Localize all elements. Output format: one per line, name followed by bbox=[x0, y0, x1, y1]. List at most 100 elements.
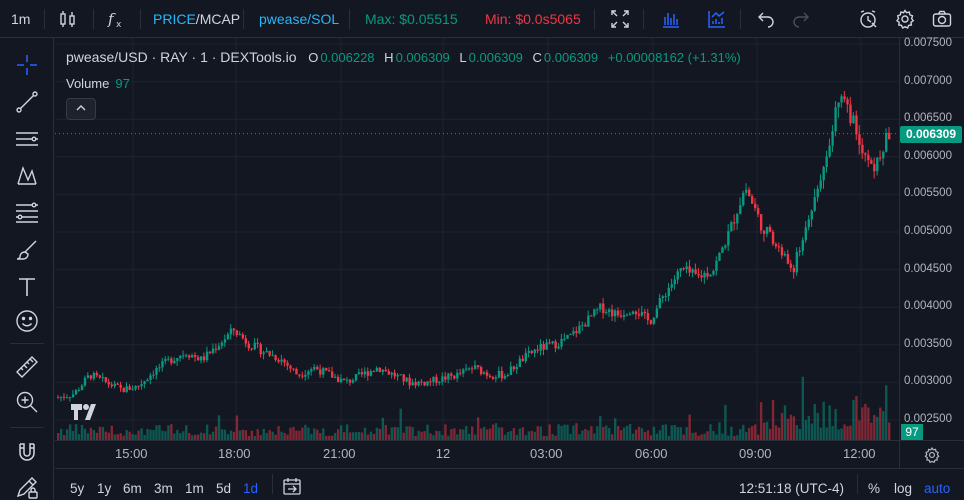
tradingview-logo[interactable] bbox=[69, 401, 105, 423]
volume-bar bbox=[414, 435, 417, 440]
price-chart[interactable] bbox=[55, 38, 899, 440]
candle bbox=[822, 167, 825, 181]
volume-bar bbox=[268, 430, 271, 440]
volume-bar bbox=[804, 420, 807, 440]
volume-bar bbox=[131, 434, 134, 440]
candles-icon[interactable] bbox=[57, 8, 79, 30]
candle bbox=[396, 374, 399, 377]
candle bbox=[188, 355, 191, 358]
timeframe-5d-button[interactable]: 5d bbox=[216, 481, 232, 496]
volume-bar bbox=[396, 427, 399, 440]
settings-icon[interactable] bbox=[894, 8, 916, 30]
ruler-icon[interactable] bbox=[14, 354, 40, 380]
time-axis-label: 12 bbox=[435, 446, 451, 461]
pattern-icon[interactable] bbox=[14, 163, 40, 189]
low-label: L bbox=[459, 50, 467, 65]
trend-line-icon[interactable] bbox=[14, 89, 40, 115]
alert-icon[interactable] bbox=[857, 8, 879, 30]
volume-bar bbox=[432, 435, 435, 440]
high-value: 0.006309 bbox=[395, 50, 450, 65]
volume-label[interactable]: Volume bbox=[66, 76, 110, 91]
camera-icon[interactable] bbox=[931, 8, 953, 30]
text-icon[interactable] bbox=[14, 274, 40, 300]
candle bbox=[471, 368, 474, 370]
candle bbox=[709, 274, 712, 277]
price-axis[interactable] bbox=[899, 38, 964, 440]
candle bbox=[113, 383, 116, 387]
fullscreen-icon[interactable] bbox=[609, 8, 631, 30]
candle bbox=[646, 313, 650, 321]
candle bbox=[608, 309, 611, 313]
mcap-option[interactable]: MCAP bbox=[199, 11, 241, 27]
settings-icon[interactable] bbox=[923, 446, 941, 464]
volume-bar bbox=[628, 424, 632, 440]
candle bbox=[196, 357, 200, 361]
symbol-title[interactable]: pwease/USD · RAY · 1 · DEXTools.io bbox=[66, 49, 297, 65]
crosshair-icon[interactable] bbox=[14, 52, 40, 78]
bars-chart-icon[interactable] bbox=[660, 8, 682, 30]
volume-bar bbox=[590, 426, 593, 440]
candle bbox=[155, 367, 158, 375]
timeframe-3m-button[interactable]: 3m bbox=[154, 481, 173, 496]
volume-bar bbox=[328, 435, 331, 440]
volume-bar bbox=[229, 430, 233, 440]
timeframe-1m-button[interactable]: 1m bbox=[185, 481, 204, 496]
candle bbox=[372, 371, 376, 373]
time-axis[interactable] bbox=[55, 440, 899, 468]
candle bbox=[256, 342, 259, 344]
timeframe-6m-button[interactable]: 6m bbox=[123, 481, 142, 496]
auto-toggle[interactable]: auto bbox=[924, 481, 951, 496]
volume-bar bbox=[515, 434, 519, 440]
candle bbox=[95, 372, 99, 376]
candle bbox=[399, 374, 402, 376]
candle bbox=[62, 396, 66, 398]
candle bbox=[137, 385, 140, 387]
clock[interactable]: 12:51:18 (UTC-4) bbox=[739, 481, 845, 496]
volume-bar bbox=[733, 435, 736, 440]
timeframe-5y-button[interactable]: 5y bbox=[70, 481, 85, 496]
line-bars-icon[interactable] bbox=[706, 8, 728, 30]
volume-bar bbox=[185, 425, 188, 440]
volume-bar bbox=[170, 424, 173, 440]
candle bbox=[214, 348, 218, 350]
date-range-icon[interactable] bbox=[282, 476, 302, 496]
zoom-in-icon[interactable] bbox=[14, 389, 40, 415]
redo-icon[interactable] bbox=[791, 8, 813, 30]
candle bbox=[682, 268, 685, 270]
volume-bar bbox=[828, 405, 831, 440]
pair-quote-button[interactable]: pwease/SOL bbox=[259, 11, 340, 27]
volume-bar bbox=[104, 431, 108, 440]
candle bbox=[244, 338, 248, 344]
undo-icon[interactable] bbox=[754, 8, 776, 30]
timeframe-1y-button[interactable]: 1y bbox=[97, 481, 112, 496]
candle bbox=[658, 298, 662, 309]
volume-bar bbox=[348, 432, 352, 440]
candle bbox=[220, 342, 224, 346]
horizontal-lines-icon[interactable] bbox=[14, 126, 40, 152]
volume-bar bbox=[613, 418, 617, 440]
candle bbox=[888, 132, 891, 140]
candle bbox=[429, 381, 432, 383]
pencil-lock-icon[interactable] bbox=[14, 474, 40, 500]
volume-bar bbox=[888, 422, 891, 440]
timeframe-1d-button[interactable]: 1d bbox=[243, 481, 259, 496]
percent-toggle[interactable]: % bbox=[868, 481, 881, 496]
candle bbox=[268, 351, 271, 356]
collapse-legend-button[interactable] bbox=[66, 98, 96, 120]
volume-bar bbox=[667, 435, 670, 440]
price-option[interactable]: PRICE bbox=[153, 11, 196, 27]
magnet-icon[interactable] bbox=[14, 439, 40, 465]
log-toggle[interactable]: log bbox=[894, 481, 913, 496]
volume-bar bbox=[253, 435, 256, 440]
candle bbox=[485, 372, 489, 376]
volume-bar bbox=[259, 435, 262, 440]
divider bbox=[140, 9, 141, 29]
fib-icon[interactable] bbox=[14, 200, 40, 226]
brush-icon[interactable] bbox=[14, 237, 40, 263]
interval-button[interactable]: 1m bbox=[11, 11, 31, 27]
emoji-icon[interactable] bbox=[14, 308, 40, 334]
price-mcap-toggle[interactable]: PRICE/MCAP bbox=[153, 0, 240, 38]
candle bbox=[223, 339, 227, 343]
volume-bar bbox=[771, 399, 775, 440]
